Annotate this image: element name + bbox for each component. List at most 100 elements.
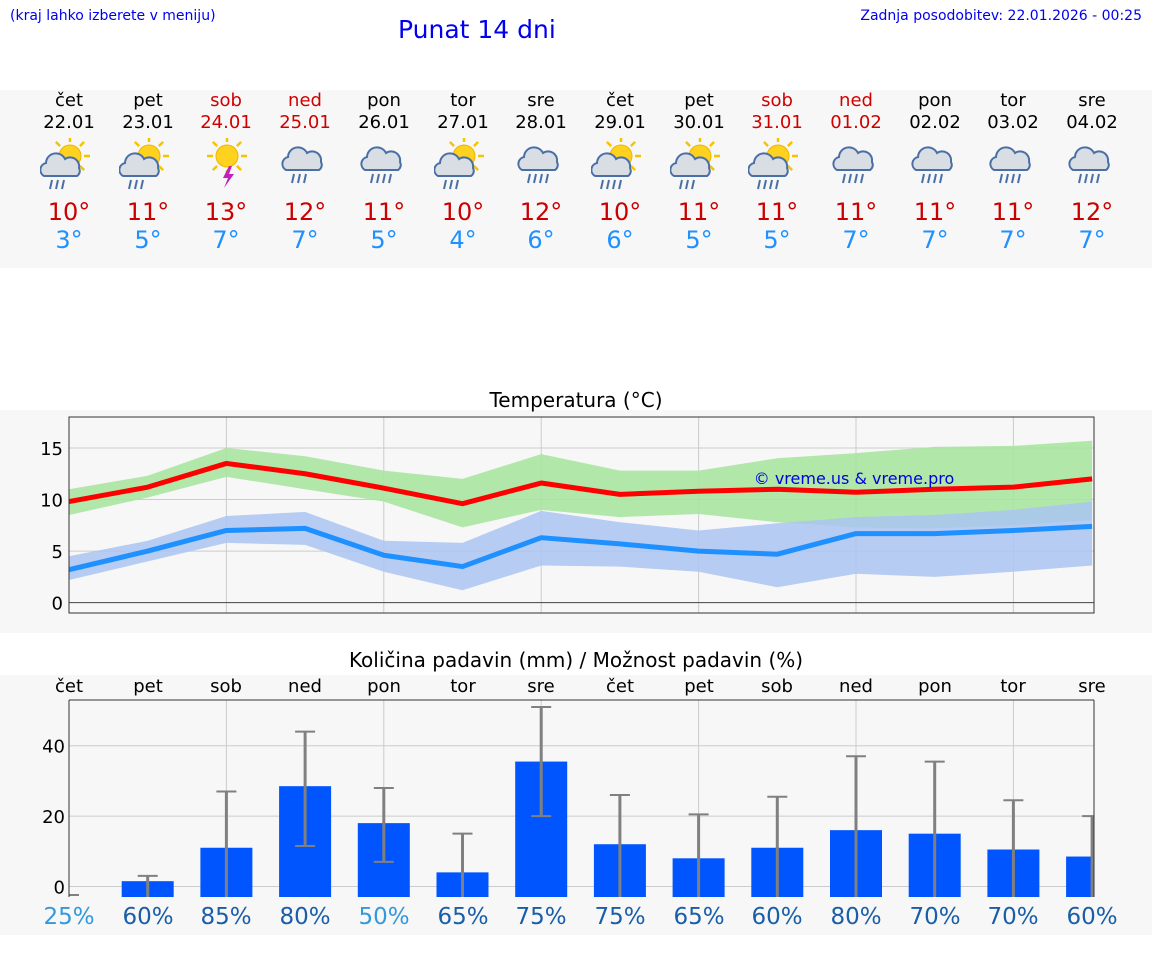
day-date: 23.01 [122,112,174,133]
precip-chance-label: 50% [358,904,410,930]
max-temperature: 10° [441,198,485,226]
day-name: sob [210,90,242,111]
min-temperature: 7° [212,226,240,254]
precip-chance-label: 65% [673,904,725,930]
copyright-annotation: © vreme.us & vreme.pro [754,469,955,488]
precip-day-label: sob [761,676,793,697]
precip-ytick: 0 [54,877,65,898]
day-name: pon [367,90,401,111]
max-temperature: 11° [362,198,406,226]
precip-day-label: čet [605,676,635,697]
min-temperature: 7° [291,226,319,254]
max-temperature: 11° [991,198,1035,226]
temp-ytick: 0 [52,594,63,615]
day-name: pet [684,90,714,111]
day-date: 01.02 [830,112,882,133]
precip-day-label: sob [210,676,242,697]
day-date: 27.01 [437,112,489,133]
precip-chance-label: 60% [1066,904,1118,930]
temp-chart-title: Temperatura (°C) [489,388,663,412]
max-temperature: 13° [204,198,248,226]
temp-ytick: 15 [40,439,63,460]
precip-day-label: pon [367,676,401,697]
min-temperature: 7° [999,226,1027,254]
min-temperature: 5° [685,226,713,254]
max-temperature: 11° [677,198,721,226]
precip-day-label: sre [1078,676,1106,697]
max-temperature: 11° [913,198,957,226]
max-temperature: 11° [834,198,878,226]
day-name: tor [1000,90,1026,111]
last-updated: Zadnja posodobitev: 22.01.2026 - 00:25 [860,8,1142,24]
day-date: 03.02 [987,112,1039,133]
day-name: čet [54,90,84,111]
day-date: 28.01 [515,112,567,133]
max-temperature: 12° [519,198,563,226]
min-temperature-line [68,523,1093,573]
min-temperature: 6° [527,226,555,254]
precip-day-label: pet [133,676,163,697]
precip-chart-title: Količina padavin (mm) / Možnost padavin … [348,648,804,672]
precip-day-label: ned [839,676,873,697]
precip-day-label: pet [684,676,714,697]
min-temperature: 7° [921,226,949,254]
cloud-heavy-rain-icon [512,138,570,196]
precip-chance-label: 85% [200,904,252,930]
day-date: 24.01 [200,112,252,133]
max-temperature: 10° [47,198,91,226]
day-name: pet [133,90,163,111]
min-temperature: 7° [1078,226,1106,254]
sun-cloud-heavy-rain-icon [590,136,649,196]
min-temperature: 3° [55,226,83,254]
precip-chance-label: 80% [279,904,331,930]
max-temperature: 10° [598,198,642,226]
precip-day-label: pon [918,676,952,697]
cloud-rain-icon [276,138,334,196]
day-date: 02.02 [909,112,961,133]
temp-plot-frame [68,416,1095,614]
temp-ytick: 5 [52,542,63,563]
precip-day-label: čet [54,676,84,697]
precip-bar [1066,856,1094,897]
header-left-note[interactable]: (kraj lahko izberete v meniju) [10,8,216,24]
day-name: čet [605,90,635,111]
precip-chance-label: 80% [830,904,882,930]
day-date: 29.01 [594,112,646,133]
min-range-band [69,501,1093,591]
max-temperature: 11° [126,198,170,226]
day-date: 31.01 [751,112,803,133]
temp-ytick: 10 [40,491,63,512]
max-temperature: 12° [1070,198,1114,226]
day-name: pon [918,90,952,111]
precip-chance-label: 75% [594,904,646,930]
max-temperature: 11° [755,198,799,226]
sun-cloud-rain-icon [669,136,728,196]
sun-cloud-rain-icon [118,136,177,196]
min-temperature: 5° [134,226,162,254]
min-temperature: 4° [449,226,477,254]
min-temperature: 7° [842,226,870,254]
day-date: 04.02 [1066,112,1118,133]
precip-chance-label: 75% [515,904,567,930]
precip-ytick: 40 [42,737,65,758]
max-range-band [69,440,1093,529]
sun-cloud-heavy-rain-icon [747,136,806,196]
day-date: 26.01 [358,112,410,133]
sun-thunder-icon [197,136,255,196]
day-name: sob [761,90,793,111]
day-date: 22.01 [43,112,95,133]
max-temperature: 12° [283,198,327,226]
cloud-heavy-rain-icon [984,138,1042,196]
precip-chance-label: 25% [43,904,95,930]
day-name: ned [839,90,873,111]
cloud-heavy-rain-icon [827,138,885,196]
page-title: Punat 14 dni [398,15,556,44]
precip-chance-label: 60% [122,904,174,930]
cloud-heavy-rain-icon [1063,138,1121,196]
precip-ytick: 20 [42,807,65,828]
day-name: tor [450,90,476,111]
sun-cloud-rain-icon [39,136,98,196]
day-date: 30.01 [673,112,725,133]
